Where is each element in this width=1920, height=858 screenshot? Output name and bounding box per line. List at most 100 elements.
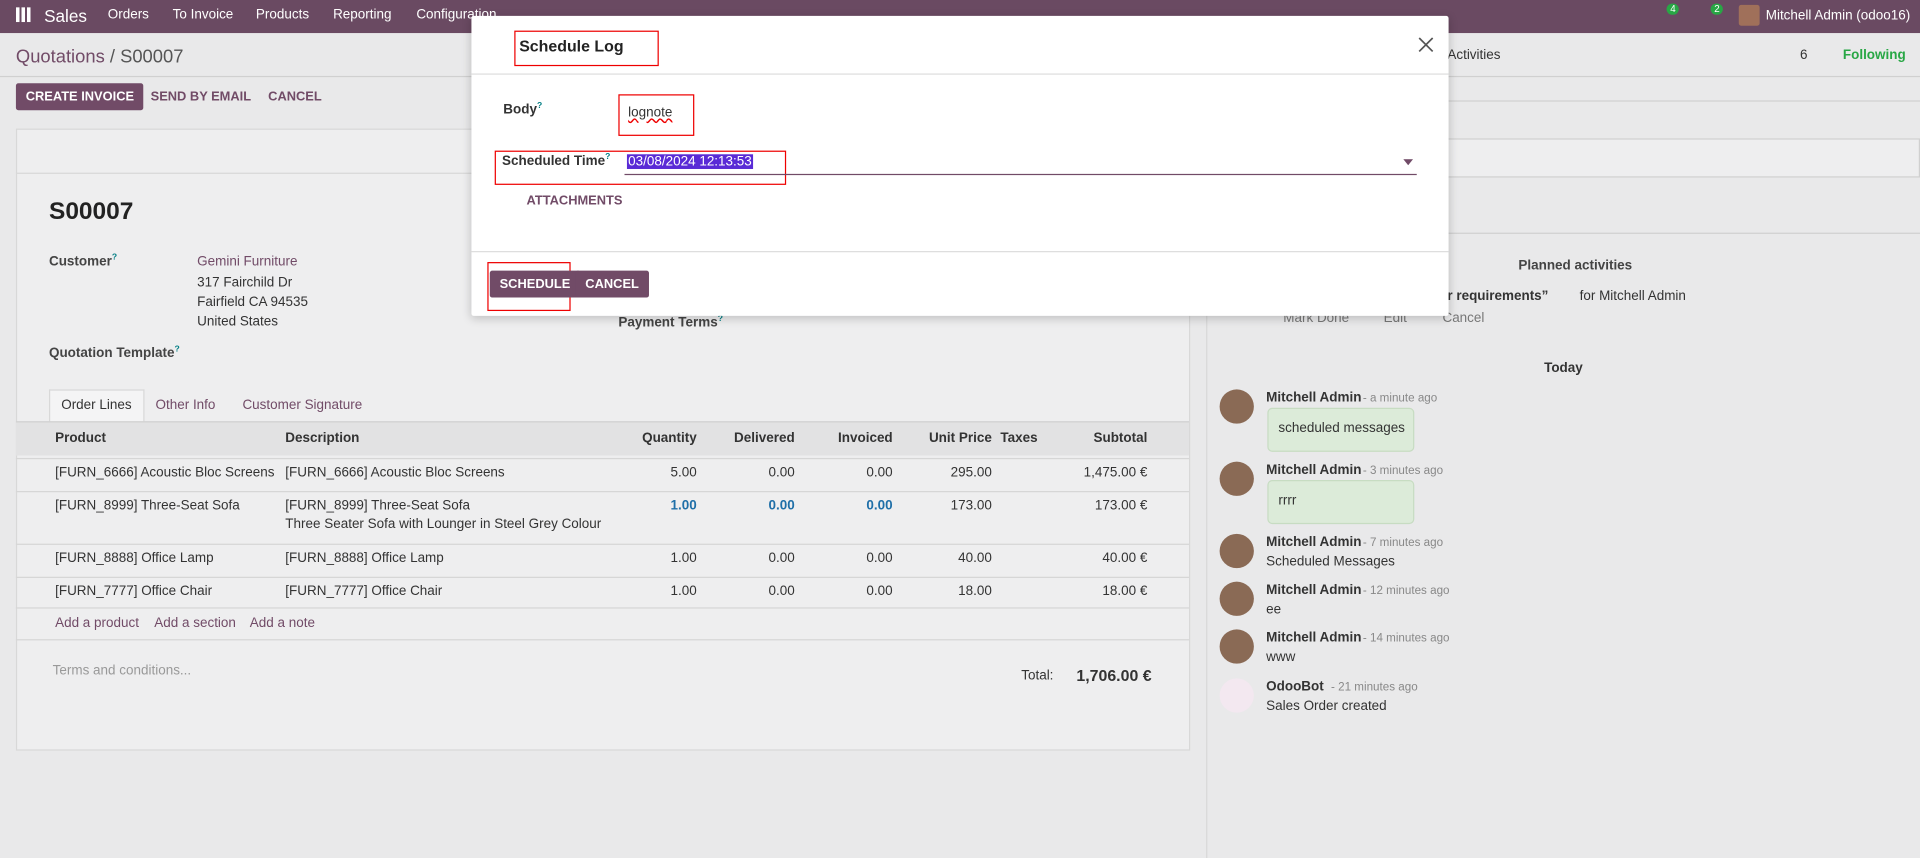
menu-item[interactable]: Products: [255, 7, 310, 23]
label: Body: [503, 102, 537, 118]
menu-item[interactable]: Reporting: [333, 7, 392, 23]
cell-note: Three Seater Sofa with Lounger in Steel …: [285, 516, 602, 532]
help[interactable]: ?: [536, 101, 543, 111]
cancel-activity[interactable]: Cancel: [1442, 311, 1485, 326]
row-border: [15, 639, 1189, 641]
add-link[interactable]: Add a note: [249, 615, 315, 631]
bubble: [1267, 480, 1415, 525]
cell: 0.00: [768, 498, 795, 514]
column-header: Delivered: [734, 431, 795, 446]
add-link[interactable]: Add a product: [55, 615, 139, 631]
menu-item[interactable]: Configuration: [416, 7, 497, 23]
cell: 295.00: [950, 465, 992, 481]
bubble: [1267, 407, 1415, 452]
avatar: [1219, 629, 1254, 664]
author: Mitchell Admin: [1266, 390, 1362, 406]
schedule-button[interactable]: SCHEDULE: [489, 270, 581, 298]
create-invoice[interactable]: CREATE INVOICE: [15, 83, 144, 111]
menu-item[interactable]: Orders: [107, 7, 149, 23]
help[interactable]: ?: [174, 345, 180, 354]
message-body: ee: [1266, 602, 1282, 618]
cell: [FURN_8999] Three-Seat Sofa: [55, 498, 240, 514]
send-email[interactable]: SEND BY EMAIL: [150, 89, 252, 105]
cell: 1.00: [670, 498, 697, 514]
add-link[interactable]: Add a section: [154, 615, 236, 631]
author: Mitchell Admin: [1266, 630, 1362, 646]
avatar: [1219, 461, 1254, 496]
cell: 0.00: [866, 498, 893, 514]
activity-title: r requirements”: [1447, 288, 1549, 304]
tab[interactable]: Other Info: [155, 397, 216, 413]
template-label: Quotation Template?: [49, 345, 180, 360]
time: - 12 minutes ago: [1362, 584, 1450, 598]
message-body: Sales Order created: [1266, 699, 1387, 714]
avatar: [1219, 389, 1254, 424]
cell: [FURN_7777] Office Chair: [285, 584, 443, 599]
messages-count[interactable]: 4: [1666, 3, 1680, 15]
cell: [FURN_8888] Office Lamp: [55, 551, 214, 566]
cancel[interactable]: CANCEL: [268, 89, 322, 105]
planned-activities[interactable]: Planned activities: [1518, 258, 1633, 274]
cell: 0.00: [768, 465, 795, 481]
help[interactable]: ?: [717, 314, 723, 324]
cell: [FURN_8888] Office Lamp: [285, 551, 444, 566]
cell: 0.00: [768, 551, 795, 566]
avatar[interactable]: [1738, 4, 1760, 26]
menu-item[interactable]: To Invoice: [172, 7, 234, 23]
app-name[interactable]: Sales: [44, 6, 87, 26]
time: - 14 minutes ago: [1362, 631, 1450, 646]
divider: [1224, 232, 1920, 234]
message-body: rrrr: [1278, 493, 1297, 509]
highlight: [514, 30, 659, 67]
column-header: Taxes: [1000, 431, 1038, 446]
body-value[interactable]: lognote: [628, 105, 673, 121]
user-name[interactable]: Mitchell Admin (odoo16): [1765, 8, 1911, 24]
activities-count[interactable]: 2: [1710, 3, 1724, 15]
close[interactable]: [1418, 37, 1434, 53]
breadcrumb-parent[interactable]: Quotations: [15, 46, 105, 68]
time-value[interactable]: 03/08/2024 12:13:53: [626, 154, 753, 169]
row-border: [15, 491, 1189, 493]
label: Scheduled Time: [502, 153, 606, 169]
author: Mitchell Admin: [1266, 535, 1362, 550]
avatar: [1219, 678, 1254, 713]
help[interactable]: ?: [111, 253, 118, 263]
order-name: S00007: [48, 198, 134, 226]
activities-link[interactable]: Activities: [1447, 47, 1501, 63]
cell: 0.00: [866, 465, 893, 481]
input-line: [624, 173, 1417, 176]
column-header: Description: [285, 431, 360, 446]
row-border: [15, 543, 1189, 545]
label: Customer: [48, 254, 112, 269]
tab[interactable]: Customer Signature: [242, 397, 363, 413]
customer-label: Customer?: [49, 253, 117, 268]
attachments[interactable]: ATTACHMENTS: [526, 193, 623, 209]
terms[interactable]: Terms and conditions...: [52, 663, 192, 679]
following[interactable]: Following: [1842, 47, 1906, 63]
cancel-button[interactable]: CANCEL: [575, 270, 649, 298]
row-border: [15, 457, 1189, 460]
address: 317 Fairchild Dr: [197, 275, 293, 291]
tab[interactable]: Order Lines: [61, 397, 132, 413]
dropdown[interactable]: [1403, 159, 1414, 166]
total-label: Total:: [1021, 668, 1054, 684]
column-header: Product: [55, 431, 106, 446]
breadcrumb-sep: /: [109, 46, 115, 68]
followers[interactable]: 6: [1800, 47, 1808, 63]
activity-for: for Mitchell Admin: [1579, 288, 1686, 304]
customer[interactable]: Gemini Furniture: [197, 254, 298, 270]
apps-icon[interactable]: [15, 7, 31, 23]
cell: [FURN_8999] Three-Seat Sofa: [285, 498, 470, 514]
cell: 1.00: [670, 584, 697, 599]
help[interactable]: ?: [605, 153, 611, 162]
row-border: [15, 607, 1189, 609]
address: Fairfield CA 94535: [197, 295, 308, 310]
cell: 0.00: [866, 584, 893, 599]
message-body: scheduled messages: [1278, 421, 1405, 436]
label: Payment Terms: [618, 315, 718, 331]
time-label: Scheduled Time?: [502, 153, 610, 168]
highlight: [494, 150, 787, 185]
avatar: [1219, 533, 1254, 569]
cell: 0.00: [768, 584, 795, 599]
